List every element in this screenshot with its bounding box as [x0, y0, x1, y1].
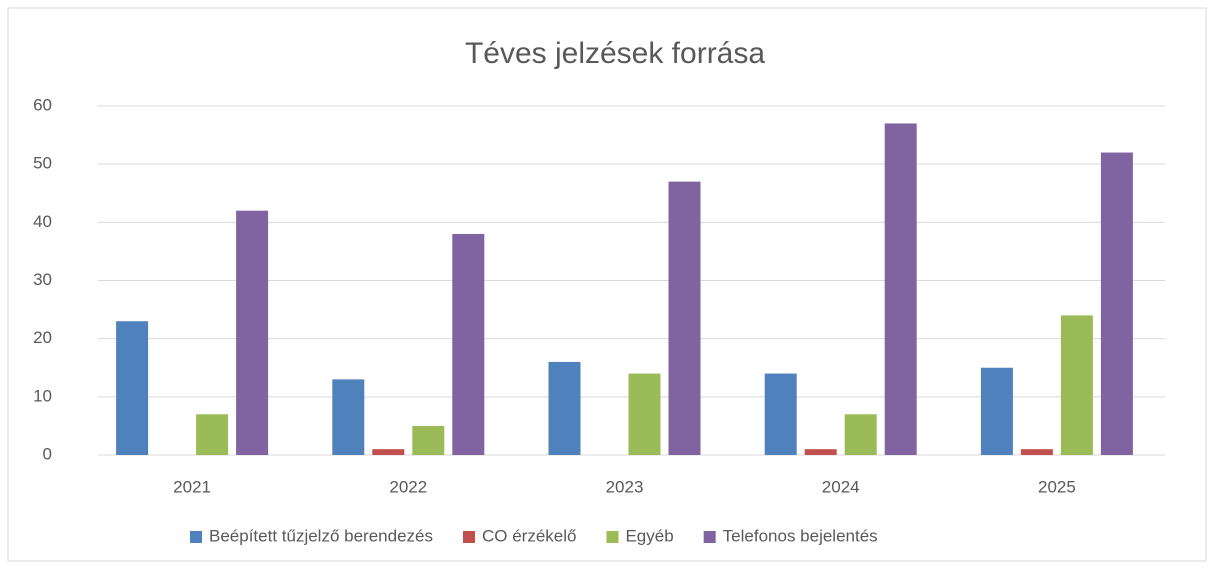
bar: [236, 210, 269, 455]
y-tick-label: 20: [33, 328, 52, 347]
legend-swatch: [703, 531, 716, 543]
x-tick-label: 2021: [173, 477, 211, 496]
chart-frame: [7, 7, 1207, 562]
y-tick-label: 30: [33, 270, 52, 289]
x-tick-label: 2022: [389, 477, 427, 496]
x-tick-label: 2023: [606, 477, 644, 496]
legend-label: Telefonos bejelentés: [723, 526, 878, 545]
bar: [1100, 152, 1133, 456]
bar: [980, 367, 1013, 455]
legend-swatch: [190, 531, 202, 543]
bar: [628, 373, 661, 455]
bar: [332, 379, 365, 455]
x-tick-label: 2025: [1038, 477, 1076, 496]
chart-title: Téves jelzések forrása: [465, 37, 765, 70]
x-tick-label: 2024: [822, 477, 860, 496]
bar: [412, 425, 445, 455]
bar: [844, 414, 877, 455]
y-tick-label: 60: [33, 95, 52, 114]
y-tick-label: 40: [33, 212, 52, 231]
y-tick-label: 0: [43, 444, 52, 463]
bar: [668, 181, 701, 455]
bar: [372, 449, 405, 455]
bar: [452, 233, 485, 455]
bar: [884, 123, 917, 455]
legend-label: CO érzékelő: [482, 526, 576, 545]
y-tick-label: 10: [33, 386, 52, 405]
bar: [1020, 449, 1053, 455]
bar: [548, 361, 581, 455]
bar: [196, 414, 229, 455]
bar: [804, 449, 837, 455]
legend-label: Beépített tűzjelző berendezés: [209, 526, 433, 545]
bar: [764, 373, 797, 455]
bar: [1060, 315, 1093, 455]
y-tick-label: 50: [33, 154, 52, 173]
legend-label: Egyéb: [625, 526, 673, 545]
legend-swatch: [606, 531, 619, 543]
legend-swatch: [462, 531, 475, 543]
bar: [116, 321, 149, 455]
